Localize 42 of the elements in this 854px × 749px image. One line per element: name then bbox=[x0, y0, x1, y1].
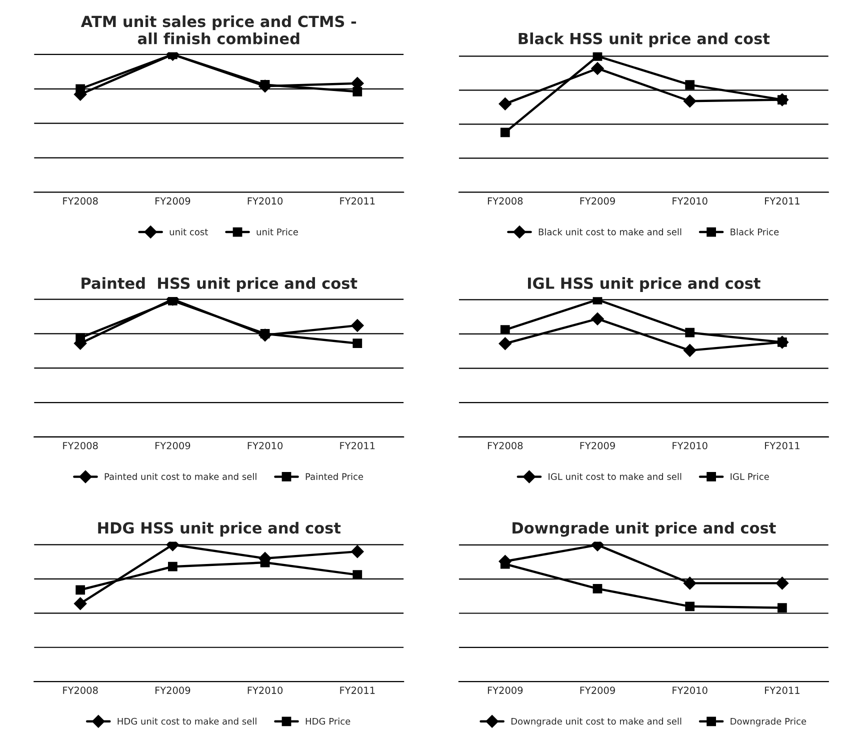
legend-label: unit Price bbox=[256, 228, 298, 236]
legend-label: Painted unit cost to make and sell bbox=[104, 473, 256, 480]
x-tick-label: FY2008 bbox=[63, 686, 98, 694]
legend-label: Painted Price bbox=[306, 473, 364, 480]
legend-label: HDG unit cost to make and sell bbox=[118, 718, 256, 725]
legend-label: Downgrade unit cost to make and sell bbox=[511, 718, 682, 726]
x-tick-label: FY2008 bbox=[488, 197, 523, 205]
legend-label: IGL unit cost to make and sell bbox=[548, 473, 682, 480]
chart-title: HDG HSS unit price and cost bbox=[98, 522, 341, 537]
legend-label: IGL Price bbox=[730, 473, 769, 480]
x-tick-label: FY2010 bbox=[248, 686, 283, 694]
x-tick-label: FY2011 bbox=[340, 197, 375, 205]
chart-title: IGL HSS unit price and cost bbox=[528, 277, 760, 292]
x-tick-label: FY2009 bbox=[580, 442, 615, 450]
x-tick-label: FY2008 bbox=[488, 442, 523, 450]
legend-label: HDG Price bbox=[306, 718, 350, 725]
x-tick-label: FY2011 bbox=[765, 197, 800, 205]
x-tick-label: FY2010 bbox=[672, 686, 708, 694]
x-tick-label: FY2010 bbox=[672, 442, 708, 450]
x-tick-label: FY2009 bbox=[580, 686, 615, 694]
x-tick-label: FY2009 bbox=[156, 197, 190, 205]
x-tick-label: FY2011 bbox=[765, 442, 800, 450]
chart-title: Downgrade unit price and cost bbox=[512, 522, 776, 537]
x-tick-label: FY2009 bbox=[156, 442, 190, 450]
legend-label: Downgrade Price bbox=[730, 718, 806, 726]
x-tick-label: FY2010 bbox=[672, 197, 708, 205]
chart-title: ATM unit sales price and CTMS - all finish combined bbox=[80, 15, 356, 44]
x-tick-label: FY2011 bbox=[765, 686, 800, 694]
chart-title: Painted HSS unit price and cost bbox=[82, 277, 358, 292]
x-tick-label: FY2009 bbox=[580, 197, 615, 205]
legend-label: unit cost bbox=[170, 228, 208, 236]
x-tick-label: FY2010 bbox=[248, 442, 283, 450]
x-tick-label: FY2010 bbox=[248, 197, 283, 205]
x-tick-label: FY2009 bbox=[156, 686, 190, 694]
legend-label: Black Price bbox=[730, 228, 779, 236]
legend-label: Black unit cost to make and sell bbox=[538, 228, 682, 236]
x-tick-label: FY2008 bbox=[63, 197, 98, 205]
chart-title: Black HSS unit price and cost bbox=[518, 32, 770, 48]
x-tick-label: FY2011 bbox=[340, 686, 375, 694]
x-tick-label: FY2008 bbox=[63, 442, 98, 450]
x-tick-label: FY2009 bbox=[488, 686, 523, 694]
x-tick-label: FY2011 bbox=[340, 442, 375, 450]
